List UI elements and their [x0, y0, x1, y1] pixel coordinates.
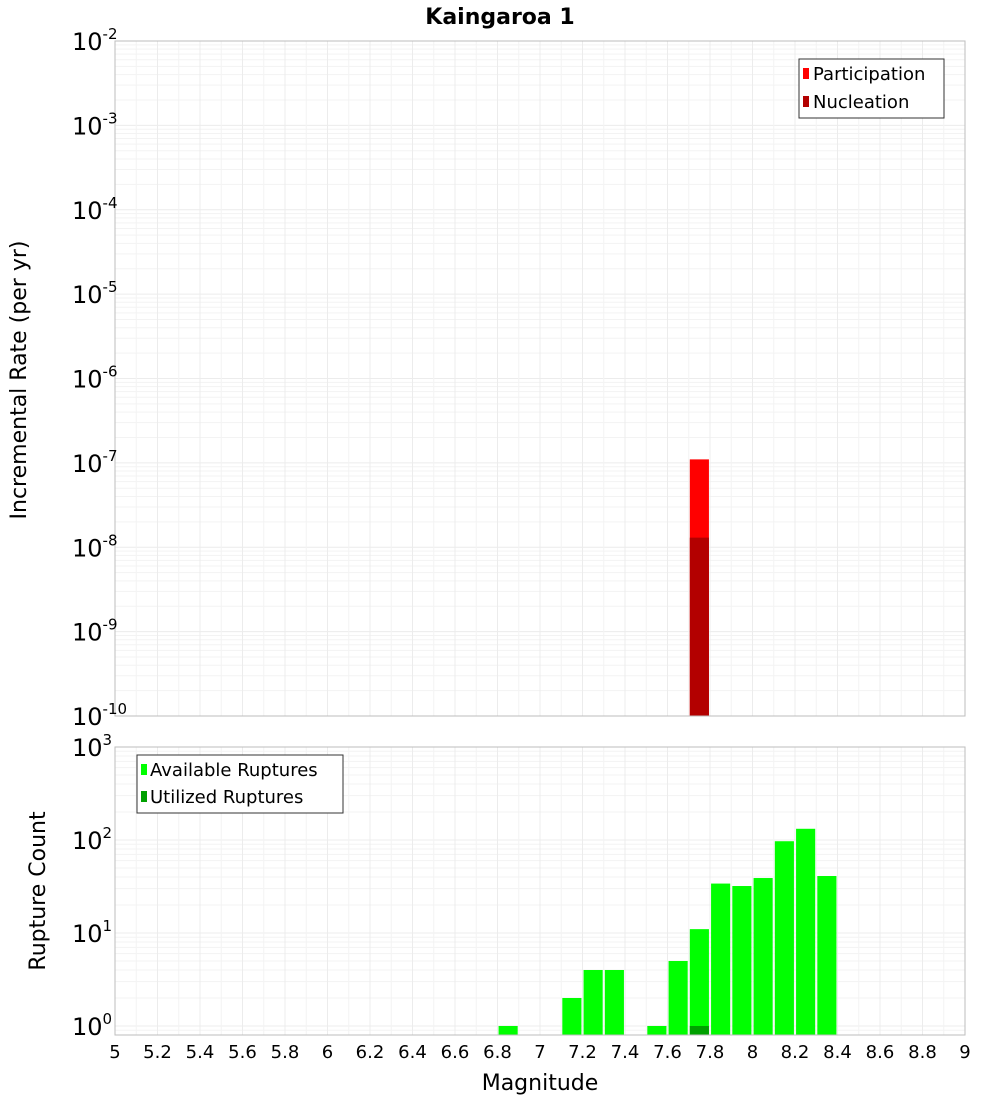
- rupture-count-panel: 103 102 101 100 5 5.2 5.4 5.6 5.8 6 6.2 6.4 6.6 6.8 7…: [26, 731, 971, 1096]
- count-bar-available-ruptures: [732, 886, 752, 1035]
- x-tick-label: 8.2: [781, 1042, 810, 1063]
- count-bars: [498, 828, 837, 1035]
- rate-legend: Participation Nucleation: [798, 58, 945, 119]
- legend-available-label: Available Ruptures: [150, 760, 318, 781]
- rate-grid: [114, 40, 966, 717]
- legend-nucleation-label: Nucleation: [813, 92, 909, 113]
- count-bar-available-ruptures: [753, 878, 773, 1035]
- rate-plot-frame: [114, 40, 966, 717]
- magnitude-x-ticks: 5 5.2 5.4 5.6 5.8 6 6.2 6.4 6.6 6.8 7 7.2 7.4 7.6 7.8 8…: [109, 1042, 970, 1063]
- chart-title: Kaingaroa 1: [425, 5, 574, 30]
- x-tick-label: 5: [109, 1042, 120, 1063]
- count-bar-available-ruptures: [498, 1025, 518, 1035]
- count-grid: [114, 746, 966, 1036]
- count-bar-available-ruptures: [668, 960, 688, 1035]
- x-tick-label: 5.8: [271, 1042, 300, 1063]
- x-tick-label: 6: [322, 1042, 333, 1063]
- y-tick-label: 10-7: [72, 447, 118, 478]
- rate-y-ticks: 10-2 10-3 10-4 10-5 10-6 10-7 10-8 10-9 10-10: [72, 25, 127, 731]
- y-tick-label: 10-8: [72, 531, 118, 562]
- legend-participation-swatch: [803, 68, 809, 79]
- rate-bar-nucleation: [689, 537, 709, 716]
- y-tick-label: 10-9: [72, 616, 118, 647]
- count-bar-available-ruptures: [562, 997, 582, 1035]
- x-tick-label: 7: [534, 1042, 545, 1063]
- count-bar-available-ruptures: [774, 841, 794, 1035]
- x-tick-label: 5.2: [143, 1042, 172, 1063]
- x-tick-label: 8.8: [908, 1042, 937, 1063]
- y-tick-label: 10-2: [72, 25, 118, 56]
- count-y-ticks: 103 102 101 100: [72, 731, 112, 1041]
- rate-bars: [689, 459, 709, 716]
- x-tick-label: 8: [747, 1042, 758, 1063]
- legend-utilized-swatch: [141, 791, 147, 802]
- x-tick-label: 6.6: [441, 1042, 470, 1063]
- x-tick-label: 7.2: [568, 1042, 597, 1063]
- count-bar-available-ruptures: [689, 929, 709, 1035]
- x-tick-label: 9: [959, 1042, 970, 1063]
- count-y-axis-label: Rupture Count: [26, 811, 51, 971]
- legend-participation-label: Participation: [813, 64, 925, 85]
- y-tick-label: 10-3: [72, 109, 118, 140]
- count-bar-available-ruptures: [583, 969, 603, 1035]
- x-tick-label: 6.8: [483, 1042, 512, 1063]
- x-axis-label: Magnitude: [482, 1071, 599, 1096]
- legend-utilized-label: Utilized Ruptures: [150, 787, 303, 808]
- x-tick-label: 7.4: [611, 1042, 640, 1063]
- count-bar-available-ruptures: [817, 876, 837, 1035]
- count-bar-utilized-ruptures: [689, 1025, 709, 1035]
- x-tick-label: 6.4: [398, 1042, 427, 1063]
- x-tick-label: 8.6: [866, 1042, 895, 1063]
- count-legend: Available Ruptures Utilized Ruptures: [136, 754, 344, 814]
- count-bar-available-ruptures: [796, 828, 816, 1035]
- count-plot-frame: [114, 746, 966, 1036]
- x-tick-label: 5.4: [186, 1042, 215, 1063]
- legend-available-swatch: [141, 764, 147, 775]
- x-tick-label: 7.6: [653, 1042, 682, 1063]
- count-bar-available-ruptures: [604, 969, 624, 1035]
- y-tick-label: 101: [72, 917, 112, 948]
- rate-panel: 10-2 10-3 10-4 10-5 10-6 10-7 10-8 10-9 10-10 In…: [7, 25, 966, 731]
- y-tick-label: 10-10: [72, 700, 127, 731]
- legend-nucleation-swatch: [803, 96, 809, 107]
- count-bar-available-ruptures: [647, 1025, 667, 1035]
- y-tick-label: 103: [72, 731, 112, 762]
- y-tick-label: 10-5: [72, 278, 118, 309]
- y-tick-label: 102: [72, 824, 112, 855]
- y-tick-label: 10-6: [72, 363, 118, 394]
- y-tick-label: 10-4: [72, 194, 118, 225]
- x-tick-label: 5.6: [228, 1042, 257, 1063]
- x-tick-label: 6.2: [356, 1042, 385, 1063]
- count-bar-available-ruptures: [711, 883, 731, 1035]
- x-tick-label: 7.8: [696, 1042, 725, 1063]
- rate-y-axis-label: Incremental Rate (per yr): [7, 241, 32, 520]
- x-tick-label: 8.4: [823, 1042, 852, 1063]
- y-tick-label: 100: [72, 1010, 112, 1041]
